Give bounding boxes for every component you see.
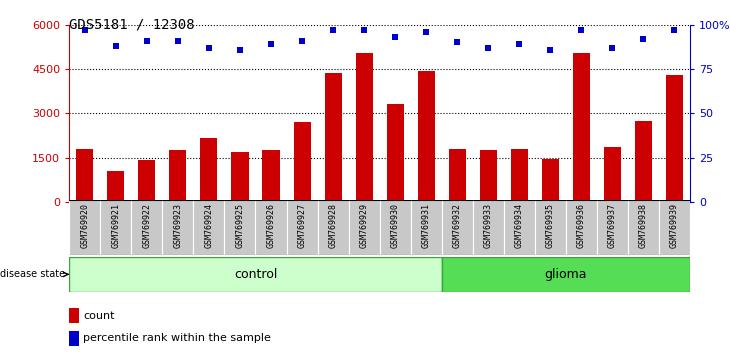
Bar (263, 150, 280, 202)
Bar (604, 147, 620, 202)
Point (420, 29, 432, 35)
Text: GSM769921: GSM769921 (112, 203, 120, 248)
Bar (410, 200, 442, 255)
Bar (193, 200, 225, 255)
Point (265, 41, 277, 47)
Point (637, 36, 649, 42)
Bar (542, 159, 558, 202)
Text: percentile rank within the sample: percentile rank within the sample (83, 333, 271, 343)
Point (234, 47, 246, 52)
Point (607, 45, 618, 51)
Bar (231, 152, 248, 202)
Bar (162, 200, 193, 255)
Text: GSM769937: GSM769937 (608, 203, 617, 248)
Point (513, 41, 525, 47)
Bar (442, 257, 690, 292)
Bar (666, 75, 683, 202)
Text: GSM769924: GSM769924 (204, 203, 213, 248)
Bar (69, 257, 442, 292)
Text: GSM769928: GSM769928 (328, 203, 337, 248)
Text: GSM769934: GSM769934 (515, 203, 523, 248)
Text: GSM769925: GSM769925 (236, 203, 245, 248)
Bar (201, 138, 218, 202)
Point (110, 43, 122, 49)
Bar (511, 149, 528, 202)
Bar (504, 200, 534, 255)
Bar (139, 160, 155, 202)
Point (79, 27, 91, 33)
Text: GSM769932: GSM769932 (453, 203, 461, 248)
Text: GSM769926: GSM769926 (266, 203, 275, 248)
Point (483, 45, 494, 51)
Bar (101, 200, 131, 255)
Text: GSM769933: GSM769933 (484, 203, 493, 248)
Text: GSM769927: GSM769927 (298, 203, 307, 248)
Text: GSM769923: GSM769923 (174, 203, 182, 248)
Bar (356, 53, 372, 202)
Bar (658, 200, 690, 255)
Text: GSM769936: GSM769936 (577, 203, 585, 248)
Text: GSM769929: GSM769929 (360, 203, 369, 248)
Bar (387, 104, 404, 202)
Point (545, 47, 556, 52)
Bar (449, 149, 466, 202)
Bar (635, 121, 652, 202)
Point (327, 27, 339, 33)
Bar (442, 200, 473, 255)
Bar (349, 200, 380, 255)
Bar (69, 308, 79, 323)
Text: count: count (83, 311, 115, 321)
Bar (107, 171, 124, 202)
Point (669, 27, 680, 33)
Text: GSM769935: GSM769935 (546, 203, 555, 248)
Bar (77, 149, 93, 202)
Bar (380, 200, 410, 255)
Bar (224, 200, 255, 255)
Text: GDS5181 / 12308: GDS5181 / 12308 (69, 18, 195, 32)
Text: GSM769930: GSM769930 (391, 203, 399, 248)
Point (296, 38, 308, 44)
Bar (480, 150, 496, 202)
Text: GSM769931: GSM769931 (422, 203, 431, 248)
Point (141, 38, 153, 44)
Text: disease state: disease state (0, 269, 68, 279)
Bar (628, 200, 658, 255)
Text: GSM769938: GSM769938 (639, 203, 648, 248)
Bar (255, 200, 286, 255)
Bar (286, 200, 318, 255)
Bar (573, 53, 590, 202)
Bar (318, 200, 348, 255)
Text: GSM769939: GSM769939 (670, 203, 679, 248)
Bar (418, 70, 434, 202)
Bar (69, 200, 100, 255)
Bar (325, 74, 342, 202)
Point (451, 40, 463, 45)
Point (389, 34, 401, 40)
Bar (131, 200, 162, 255)
Bar (596, 200, 628, 255)
Bar (293, 122, 310, 202)
Text: GSM769920: GSM769920 (80, 203, 89, 248)
Point (575, 27, 587, 33)
Text: glioma: glioma (545, 268, 587, 281)
Bar (534, 200, 566, 255)
Text: GSM769922: GSM769922 (142, 203, 151, 248)
Bar (69, 331, 79, 346)
Point (358, 27, 370, 33)
Point (203, 45, 215, 51)
Text: control: control (234, 268, 277, 281)
Bar (169, 150, 186, 202)
Bar (473, 200, 504, 255)
Bar (566, 200, 596, 255)
Point (172, 38, 184, 44)
